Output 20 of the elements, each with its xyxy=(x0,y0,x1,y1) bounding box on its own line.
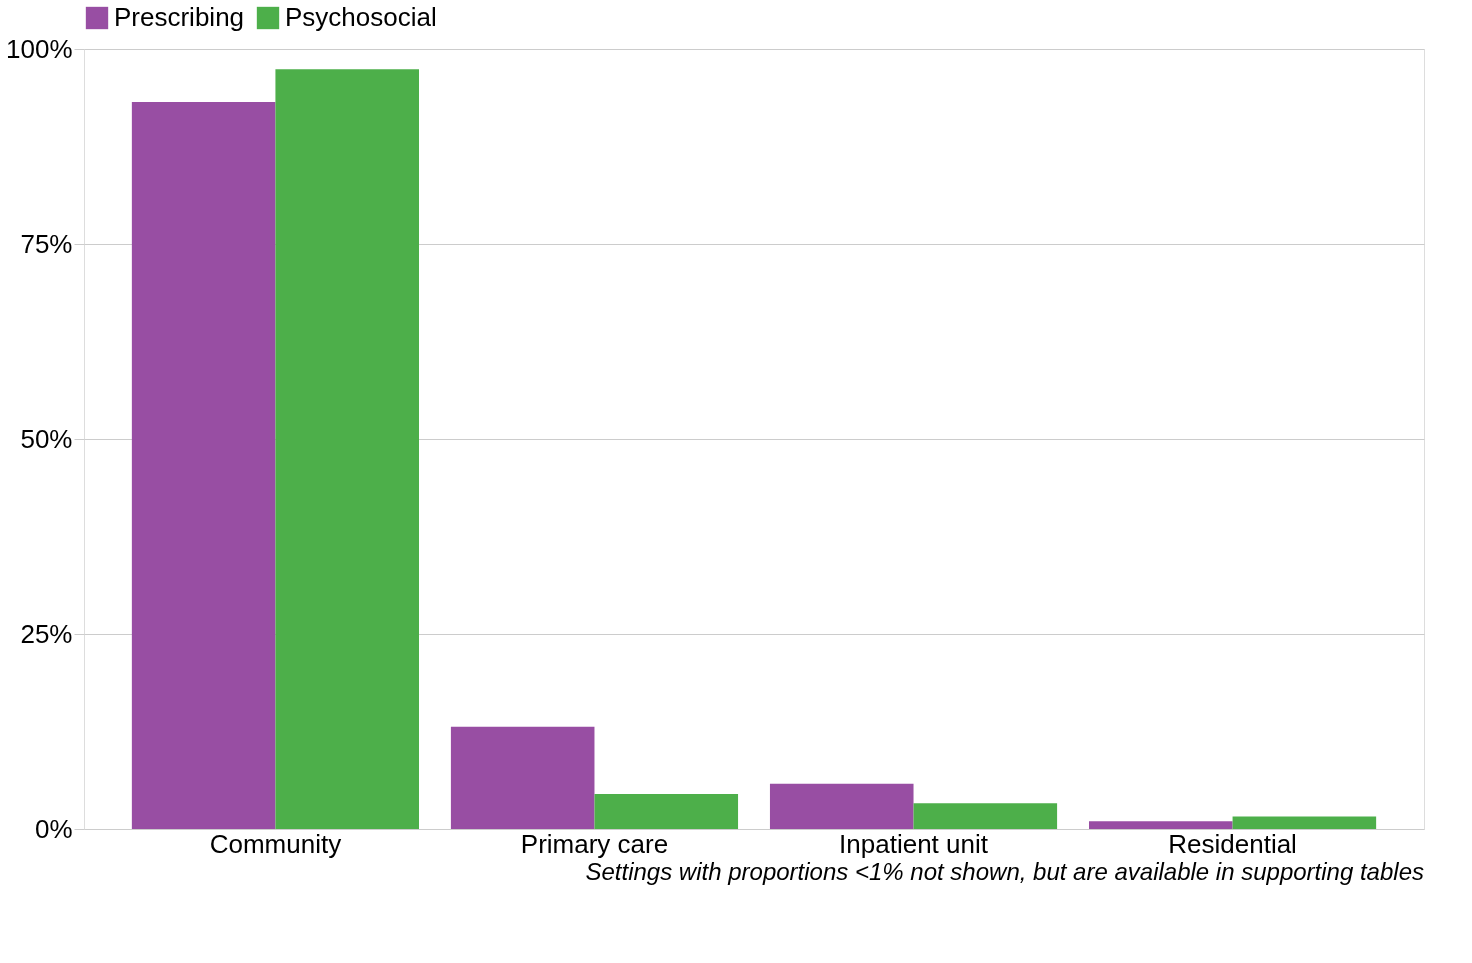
y-tick-label: 0% xyxy=(34,813,73,844)
bar xyxy=(1089,821,1233,829)
x-tick-label: Primary care xyxy=(520,828,669,859)
bar xyxy=(1232,816,1377,829)
bar xyxy=(594,793,739,829)
x-tick-label: Community xyxy=(209,828,342,859)
bar xyxy=(131,102,276,829)
bar xyxy=(450,726,595,829)
legend-label: Psychosocial xyxy=(285,2,437,32)
y-tick-label: 50% xyxy=(20,423,73,454)
y-tick-label: 75% xyxy=(20,228,73,259)
bar xyxy=(275,69,419,829)
text: Settings with proportions <1% not shown, but are available in supporting tables xyxy=(585,858,1424,885)
x-tick-label: Inpatient unit xyxy=(839,828,989,859)
y-tick-label: 25% xyxy=(20,618,73,649)
x-tick-label: Residential xyxy=(1168,828,1297,859)
y-tick-label: 100% xyxy=(6,33,73,64)
legend-label: Prescribing xyxy=(114,2,245,32)
bar xyxy=(769,783,914,829)
bar xyxy=(913,803,1058,829)
